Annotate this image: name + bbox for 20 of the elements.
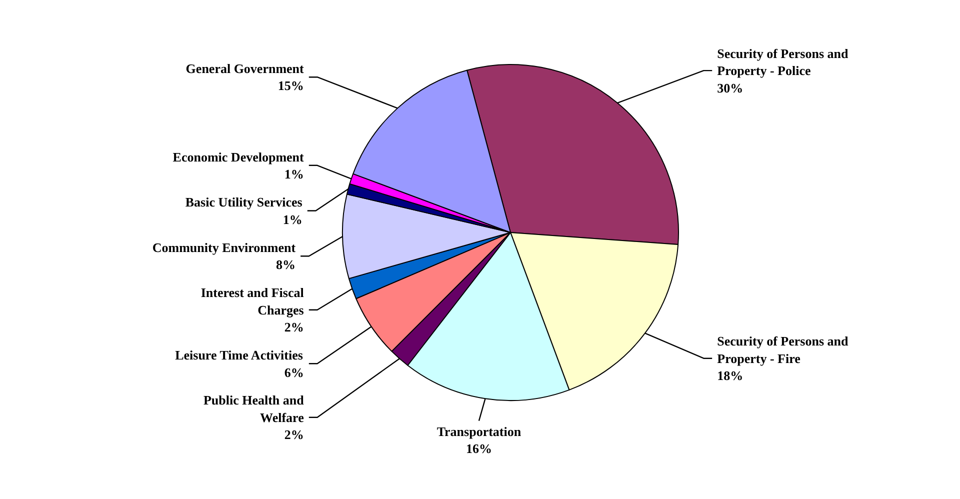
slice-label: Community Environment — [152, 240, 296, 255]
data-label: 8% — [276, 257, 296, 272]
slice-label: Interest and Fiscal Charges — [200, 285, 304, 318]
slice-label: Basic Utility Services — [185, 194, 302, 210]
slice-label: General Government — [186, 60, 305, 76]
slice-label: Leisure Time Activities — [175, 348, 303, 363]
data-label: 18% — [717, 368, 744, 384]
slice-label: Security of Persons and Property - Fire — [717, 334, 849, 366]
data-label: 15% — [278, 78, 304, 94]
slice-label: Economic Development — [172, 149, 305, 164]
data-label: 2% — [284, 427, 304, 442]
slice-label: Security of Persons and Property - Police — [717, 46, 849, 78]
data-label: 6% — [284, 364, 304, 380]
data-label: 16% — [466, 441, 492, 456]
slice-label: Transportation — [436, 424, 522, 439]
data-label: 1% — [282, 212, 302, 227]
slice-label: Public Health and Welfare — [203, 392, 305, 425]
data-label: 30% — [717, 80, 744, 96]
data-label: 1% — [284, 166, 304, 182]
data-label: 2% — [284, 320, 304, 335]
